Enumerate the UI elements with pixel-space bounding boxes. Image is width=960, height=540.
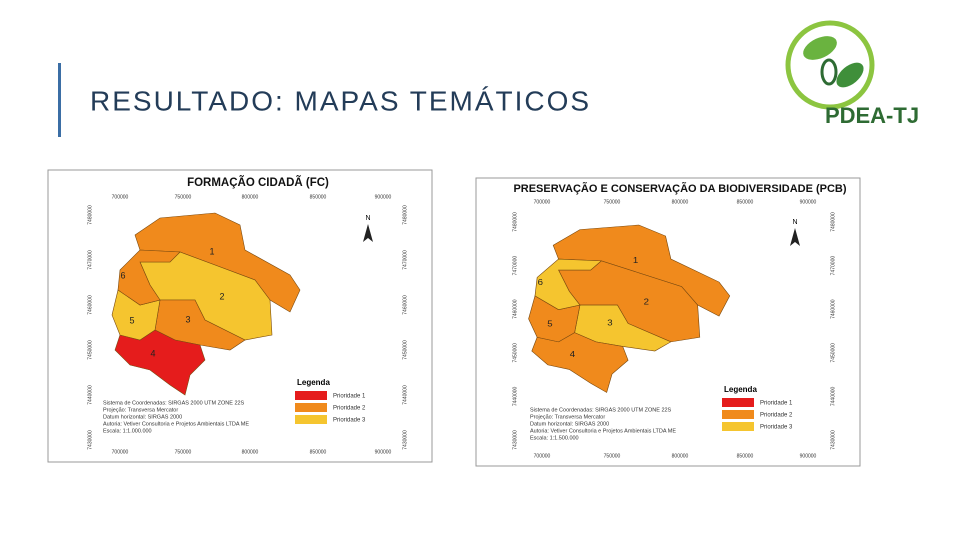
y-coordinate: 7450000 <box>512 343 518 363</box>
region-label: 1 <box>633 256 638 265</box>
map-info: Sistema de Coordenadas: SIRGAS 2000 UTM … <box>103 400 245 406</box>
x-coordinate: 750000 <box>604 453 621 459</box>
region-label: 3 <box>607 318 612 327</box>
map-info: Datum horizontal: SIRGAS 2000 <box>530 421 609 427</box>
map-frame <box>47 169 433 463</box>
y-coordinate: 7470000 <box>402 250 408 270</box>
north-label: N <box>365 215 370 222</box>
north-label: N <box>792 219 797 226</box>
legend-label: Prioridade 2 <box>760 413 793 419</box>
x-coordinate: 800000 <box>672 199 689 205</box>
y-coordinate: 7480000 <box>402 205 408 225</box>
region-label: 4 <box>570 350 575 359</box>
y-coordinate: 7430000 <box>512 430 518 450</box>
region <box>117 249 181 306</box>
map-info: Sistema de Coordenadas: SIRGAS 2000 UTM … <box>530 407 672 413</box>
north-arrow <box>790 228 800 246</box>
slide-title: RESULTADO: MAPAS TEMÁTICOS <box>90 85 591 116</box>
y-coordinate: 7430000 <box>402 430 408 450</box>
map-info: Datum horizontal: SIRGAS 2000 <box>103 414 182 420</box>
y-coordinate: 7460000 <box>512 299 518 319</box>
y-coordinate: 7450000 <box>87 340 93 360</box>
x-coordinate: 700000 <box>534 199 551 205</box>
x-coordinate: 700000 <box>112 449 129 455</box>
y-coordinate: 7470000 <box>87 250 93 270</box>
y-coordinate: 7470000 <box>512 256 518 276</box>
region-label: 3 <box>185 314 190 324</box>
region <box>534 258 603 310</box>
x-coordinate: 900000 <box>375 194 392 200</box>
logo-text: PDEA-TJ <box>825 103 919 128</box>
legend-label: Prioridade 2 <box>333 406 366 412</box>
y-coordinate: 7470000 <box>830 256 836 276</box>
legend-title: Legenda <box>297 378 330 387</box>
legend-swatch <box>295 403 327 412</box>
x-coordinate: 900000 <box>800 199 817 205</box>
map-info: Projeção: Transversa Mercator <box>103 407 178 413</box>
y-coordinate: 7450000 <box>830 343 836 363</box>
region-label: 5 <box>129 315 134 325</box>
legend-swatch <box>722 398 754 407</box>
map-info: Autoria: Vetiver Consultoria e Projetos … <box>103 421 249 427</box>
y-coordinate: 7440000 <box>402 385 408 405</box>
x-coordinate: 850000 <box>737 199 754 205</box>
x-coordinate: 750000 <box>175 449 192 455</box>
region-label: 6 <box>120 270 125 280</box>
legend-label: Prioridade 1 <box>333 394 366 400</box>
legend-swatch <box>722 410 754 419</box>
region-label: 5 <box>547 319 552 328</box>
y-coordinate: 7460000 <box>402 295 408 315</box>
legend-label: Prioridade 3 <box>333 418 366 424</box>
y-coordinate: 7450000 <box>402 340 408 360</box>
y-coordinate: 7440000 <box>87 385 93 405</box>
region-label: 6 <box>538 278 543 287</box>
x-coordinate: 700000 <box>534 453 551 459</box>
y-coordinate: 7480000 <box>512 212 518 232</box>
x-coordinate: 850000 <box>310 449 327 455</box>
map-info: Escala: 1:1.500.000 <box>530 435 579 441</box>
x-coordinate: 900000 <box>375 449 392 455</box>
x-coordinate: 850000 <box>737 453 754 459</box>
region-label: 4 <box>150 348 155 358</box>
legend-swatch <box>295 415 327 424</box>
title-bar <box>58 63 61 137</box>
map-info: Autoria: Vetiver Consultoria e Projetos … <box>530 428 676 434</box>
legend-label: Prioridade 3 <box>760 425 793 431</box>
x-coordinate: 800000 <box>242 194 259 200</box>
legend-title: Legenda <box>724 385 757 394</box>
region-group: 1 2 3 4 5 6 <box>528 224 731 393</box>
map: PRESERVAÇÃO E CONSERVAÇÃO DA BIODIVERSID… <box>512 182 847 459</box>
region-label: 1 <box>209 246 214 256</box>
y-coordinate: 7430000 <box>830 430 836 450</box>
map-info: Escala: 1:1.000.000 <box>103 428 152 434</box>
region-label: 2 <box>644 297 649 306</box>
map-title: PRESERVAÇÃO E CONSERVAÇÃO DA BIODIVERSID… <box>513 182 846 195</box>
map-info: Projeção: Transversa Mercator <box>530 414 605 420</box>
y-coordinate: 7440000 <box>830 386 836 406</box>
map-title: FORMAÇÃO CIDADÃ (FC) <box>187 176 329 189</box>
x-coordinate: 750000 <box>604 199 621 205</box>
region-group: 1 2 3 4 5 6 <box>111 212 301 396</box>
y-coordinate: 7460000 <box>87 295 93 315</box>
x-coordinate: 800000 <box>672 453 689 459</box>
legend-label: Prioridade 1 <box>760 401 793 407</box>
legend-swatch <box>722 422 754 431</box>
north-arrow <box>363 224 373 242</box>
y-coordinate: 7440000 <box>512 386 518 406</box>
y-coordinate: 7430000 <box>87 430 93 450</box>
x-coordinate: 750000 <box>175 194 192 200</box>
x-coordinate: 850000 <box>310 194 327 200</box>
x-coordinate: 900000 <box>800 453 817 459</box>
region-label: 2 <box>219 291 224 301</box>
legend-swatch <box>295 391 327 400</box>
x-coordinate: 800000 <box>242 449 259 455</box>
y-coordinate: 7480000 <box>87 205 93 225</box>
map: FORMAÇÃO CIDADÃ (FC) 700000 700000 750000 75… <box>87 176 408 455</box>
y-coordinate: 7480000 <box>830 212 836 232</box>
logo: PDEA-TJ <box>785 20 919 128</box>
x-coordinate: 700000 <box>112 194 129 200</box>
y-coordinate: 7460000 <box>830 299 836 319</box>
